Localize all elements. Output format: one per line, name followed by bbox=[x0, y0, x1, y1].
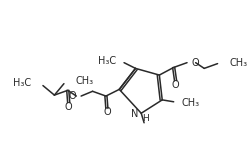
Text: CH₃: CH₃ bbox=[181, 98, 199, 108]
Text: H: H bbox=[142, 114, 148, 123]
Text: O: O bbox=[103, 107, 111, 117]
Text: N: N bbox=[131, 109, 138, 119]
Text: O: O bbox=[192, 58, 199, 68]
Text: O: O bbox=[69, 91, 76, 101]
Text: O: O bbox=[65, 102, 72, 112]
Text: H₃C: H₃C bbox=[98, 56, 116, 66]
Text: CH₃: CH₃ bbox=[75, 76, 93, 86]
Text: O: O bbox=[172, 80, 179, 90]
Text: CH₃: CH₃ bbox=[229, 58, 247, 68]
Text: H₃C: H₃C bbox=[13, 78, 31, 88]
